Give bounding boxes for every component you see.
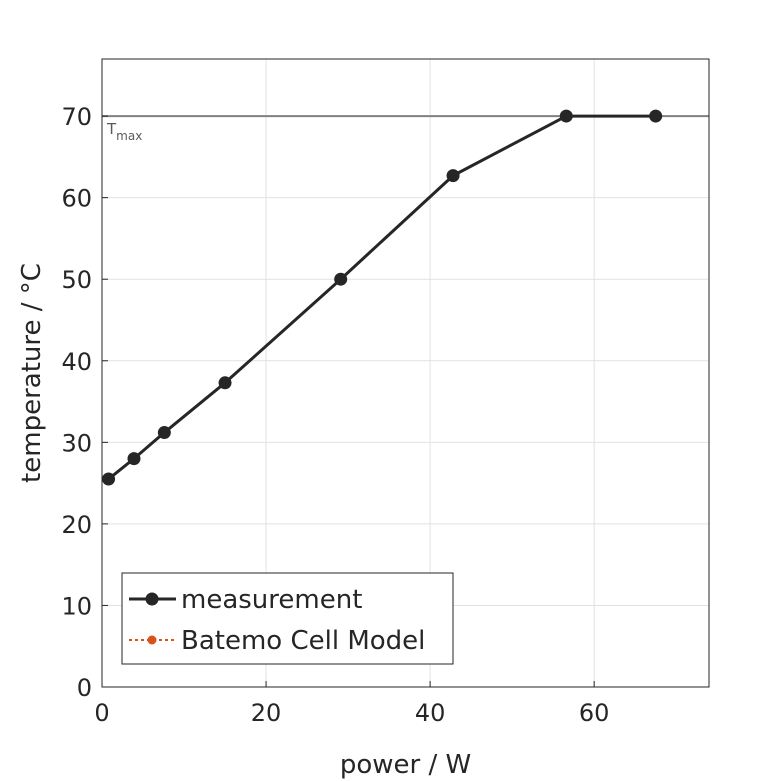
- y-tick-label: 20: [61, 511, 92, 539]
- y-tick-label: 70: [61, 103, 92, 131]
- x-tick-labels: 0 20 40 60: [94, 699, 609, 727]
- plot-frame: [101, 58, 710, 688]
- series-line-0: [107, 114, 656, 481]
- x-axis-label: power / W: [340, 750, 471, 780]
- legend-marker-0: [145, 592, 159, 606]
- data-point: [102, 472, 116, 486]
- data-point: [157, 426, 171, 440]
- y-tick-label: 50: [61, 266, 92, 294]
- legend-label-0: measurement: [181, 585, 362, 615]
- y-tick-labels: 0 10 20 30 40 50 60 70: [61, 103, 92, 702]
- y-axis-label: temperature / °C: [17, 263, 47, 483]
- data-point: [334, 272, 348, 286]
- legend: measurement Batemo Cell Model: [121, 572, 454, 665]
- legend-label-1: Batemo Cell Model: [181, 626, 425, 656]
- y-tick-label: 10: [61, 592, 92, 620]
- data-point: [446, 169, 460, 183]
- tmax-label-sub: max: [116, 129, 142, 143]
- data-point: [649, 109, 663, 123]
- x-tick-label: 0: [94, 699, 109, 727]
- x-tick-label: 20: [251, 699, 282, 727]
- y-tick-label: 30: [61, 429, 92, 457]
- data-point: [559, 109, 573, 123]
- legend-box: [121, 572, 454, 665]
- x-tick-label: 60: [579, 699, 610, 727]
- y-tick-label: 40: [61, 348, 92, 376]
- grid: [101, 59, 709, 688]
- data-point: [127, 452, 141, 466]
- legend-marker-1: [147, 635, 157, 645]
- y-tick-label: 60: [61, 185, 92, 213]
- series-layer: [102, 109, 663, 486]
- y-tick-label: 0: [77, 674, 92, 702]
- data-point: [218, 376, 232, 390]
- x-tick-label: 40: [415, 699, 446, 727]
